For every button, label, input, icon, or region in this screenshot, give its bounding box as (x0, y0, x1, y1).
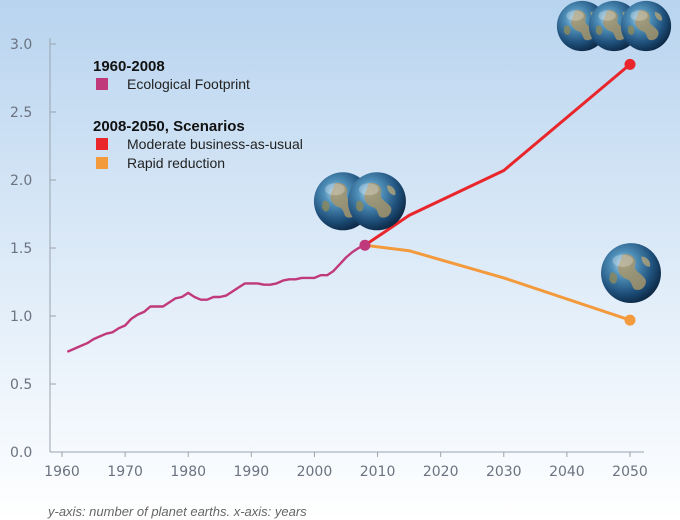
legend: 1960-2008 Ecological Footprint 2008-2050… (93, 58, 303, 171)
y-tick-label: 3.0 (10, 37, 32, 53)
series-line-moderate-business-as-usual (363, 62, 632, 247)
legend-label-ecological-footprint: Ecological Footprint (127, 76, 250, 92)
series-line-rapid-reduction (363, 243, 632, 322)
axis-caption: y-axis: number of planet earths. x-axis:… (47, 504, 307, 519)
x-tick-label: 1970 (107, 464, 143, 480)
x-tick-label: 2040 (549, 464, 585, 480)
axes: 0.0 0.5 1.0 1.5 2.0 2.5 3.0 1960 1970 1980 1990 200… (10, 37, 648, 480)
x-tick-label: 2010 (360, 464, 396, 480)
series-line-ecological-footprint (67, 244, 367, 353)
legend-heading-scenarios: 2008-2050, Scenarios (93, 118, 245, 135)
earth-icon (601, 243, 661, 304)
earth-icon (620, 0, 672, 52)
x-tick-label: 1960 (44, 464, 80, 480)
x-tick-label: 1980 (170, 464, 206, 480)
endpoint-marker-rapid-reduction (624, 314, 636, 326)
endpoint-marker-ecological-footprint (359, 239, 371, 251)
earth-icon (347, 172, 406, 231)
endpoint-marker-moderate-business-as-usual (624, 58, 636, 70)
legend-heading-history: 1960-2008 (93, 58, 165, 75)
legend-label-business-as-usual: Moderate business-as-usual (127, 136, 303, 152)
x-tick-label: 2020 (423, 464, 459, 480)
earth-icons-layer (313, 0, 672, 304)
legend-swatch-business-as-usual (96, 138, 108, 150)
legend-swatch-rapid-reduction (96, 157, 108, 169)
y-tick-label: 0.0 (10, 445, 32, 461)
legend-label-rapid-reduction: Rapid reduction (127, 155, 225, 171)
y-tick-label: 0.5 (10, 377, 32, 393)
y-tick-label: 1.5 (10, 241, 32, 257)
x-tick-label: 2000 (297, 464, 333, 480)
y-tick-label: 2.0 (10, 173, 32, 189)
x-tick-label: 2030 (486, 464, 522, 480)
x-tick-label: 2050 (612, 464, 648, 480)
legend-swatch-ecological-footprint (96, 78, 108, 90)
y-tick-label: 2.5 (10, 105, 32, 121)
y-tick-label: 1.0 (10, 309, 32, 325)
series-layer (67, 58, 636, 353)
x-tick-label: 1990 (234, 464, 270, 480)
